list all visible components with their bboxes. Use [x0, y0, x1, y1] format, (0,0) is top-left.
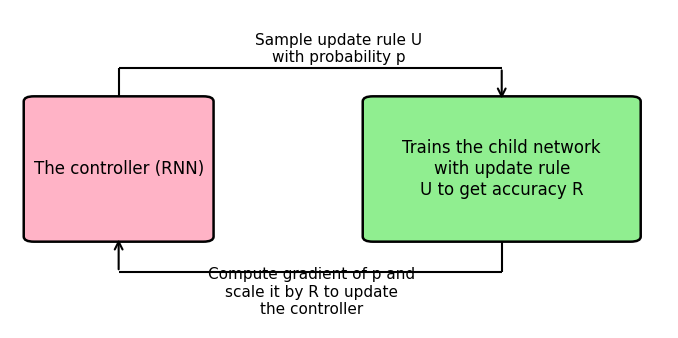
FancyBboxPatch shape — [363, 96, 641, 242]
Text: Trains the child network
with update rule
U to get accuracy R: Trains the child network with update rul… — [403, 139, 601, 199]
Text: Compute gradient of p and
scale it by R to update
the controller: Compute gradient of p and scale it by R … — [208, 267, 416, 317]
FancyBboxPatch shape — [24, 96, 214, 242]
Text: The controller (RNN): The controller (RNN) — [33, 160, 204, 178]
Text: Sample update rule U
with probability p: Sample update rule U with probability p — [256, 33, 422, 65]
